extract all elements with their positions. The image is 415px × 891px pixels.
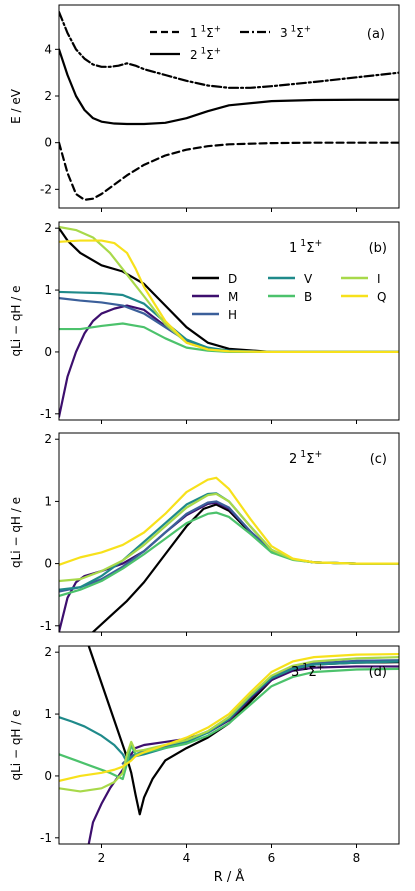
series-line-d — [91, 503, 399, 632]
series-line-q — [59, 239, 399, 354]
state-label-sym: Σ — [308, 665, 316, 680]
series-line-1-1- — [59, 141, 399, 201]
legend-label-base: 2 — [190, 48, 198, 62]
legend-label: 2 1Σ+ — [190, 47, 221, 62]
state-label-sup: 1 — [302, 662, 308, 673]
y-axis-label: E / eV — [9, 88, 23, 124]
y-tick-label: 0 — [44, 557, 52, 571]
legend-label: V — [304, 272, 313, 286]
legend-label-sym: Σ — [206, 26, 214, 40]
series-line-2-1- — [59, 48, 399, 126]
state-label-base: 2 — [289, 452, 297, 467]
y-tick-label: 2 — [44, 221, 52, 235]
axes-frame — [58, 4, 400, 209]
legend-label: 1 1Σ+ — [190, 25, 221, 40]
state-label-sup2: + — [314, 449, 322, 460]
state-label: 1 1Σ+ — [289, 238, 322, 256]
series-group — [59, 476, 399, 632]
legend-label: Q — [377, 290, 386, 304]
legend-label: 3 1Σ+ — [280, 25, 311, 40]
y-tick-label: -2 — [40, 182, 52, 196]
y-tick-label: 1 — [44, 707, 52, 721]
legend: 1 1Σ+2 1Σ+3 1Σ+ — [150, 25, 311, 62]
y-axis-label: qLi − qH / e — [9, 285, 23, 356]
state-label: 2 1Σ+ — [289, 449, 322, 467]
state-label-sup: 1 — [300, 449, 306, 460]
x-axis-label: R / Å — [214, 869, 245, 885]
series-line-m — [87, 665, 399, 844]
series-line-h — [59, 500, 399, 593]
legend-label-base: 3 — [280, 26, 288, 40]
series-line-m — [59, 304, 399, 419]
y-tick-label: 2 — [44, 432, 52, 446]
y-tick-label: 1 — [44, 283, 52, 297]
legend-label-sup2: + — [304, 25, 311, 35]
state-label-sup: 1 — [300, 238, 306, 249]
y-tick-label: -1 — [40, 619, 52, 633]
y-tick-label: 4 — [44, 42, 52, 56]
state-label-sym: Σ — [306, 452, 314, 467]
legend-label-sup: 1 — [201, 47, 207, 57]
state-label-sup2: + — [314, 238, 322, 249]
series-line-v — [59, 660, 399, 764]
y-tick-label: 0 — [44, 345, 52, 359]
y-tick-label: 2 — [44, 645, 52, 659]
x-tick-label: 8 — [353, 851, 361, 865]
y-tick-label: 0 — [44, 136, 52, 150]
legend-label-base: 1 — [190, 26, 198, 40]
x-tick-label: 4 — [183, 851, 191, 865]
axes-frame — [58, 645, 400, 845]
y-tick-label: 1 — [44, 494, 52, 508]
legend-label-sym: Σ — [296, 26, 304, 40]
y-axis-label: qLi − qH / e — [9, 709, 23, 780]
series-line-d — [87, 646, 399, 816]
series-line-q — [59, 652, 399, 782]
axes-frame — [58, 221, 400, 421]
series-group — [59, 225, 399, 419]
y-tick-label: 0 — [44, 769, 52, 783]
legend-label: I — [377, 272, 381, 286]
x-tick-label: 2 — [98, 851, 106, 865]
legend-label-sup2: + — [214, 47, 221, 57]
y-tick-label: -1 — [40, 831, 52, 845]
panel-label: (a) — [367, 27, 385, 42]
state-label-sym: Σ — [306, 241, 314, 256]
legend-label: B — [304, 290, 312, 304]
panel-label: (c) — [370, 452, 387, 467]
series-group — [59, 646, 399, 844]
series-line-b — [59, 667, 399, 781]
legend: DMH VB IQ — [192, 272, 386, 322]
panel-label: (b) — [369, 241, 387, 256]
series-line-b — [59, 511, 399, 598]
legend-label-sup: 1 — [291, 25, 297, 35]
state-label: 3 1Σ+ — [291, 662, 324, 680]
legend-label-sup2: + — [214, 25, 221, 35]
series-line-3-1- — [59, 10, 399, 89]
legend-label-sym: Σ — [206, 48, 214, 62]
panel-label: (d) — [369, 665, 387, 680]
state-label-base: 3 — [291, 665, 299, 680]
legend-label: D — [228, 272, 237, 286]
series-line-b — [59, 322, 399, 354]
series-group — [59, 10, 399, 201]
y-tick-label: 2 — [44, 89, 52, 103]
y-tick-label: -1 — [40, 407, 52, 421]
x-tick-label: 6 — [268, 851, 276, 865]
axes-frame — [58, 432, 400, 633]
y-axis-label: qLi − qH / e — [9, 497, 23, 568]
state-label-sup2: + — [316, 662, 324, 673]
legend-label: H — [228, 308, 237, 322]
series-line-q — [59, 476, 399, 566]
legend-label: M — [228, 290, 238, 304]
legend-label-sup: 1 — [201, 25, 207, 35]
state-label-base: 1 — [289, 241, 297, 256]
